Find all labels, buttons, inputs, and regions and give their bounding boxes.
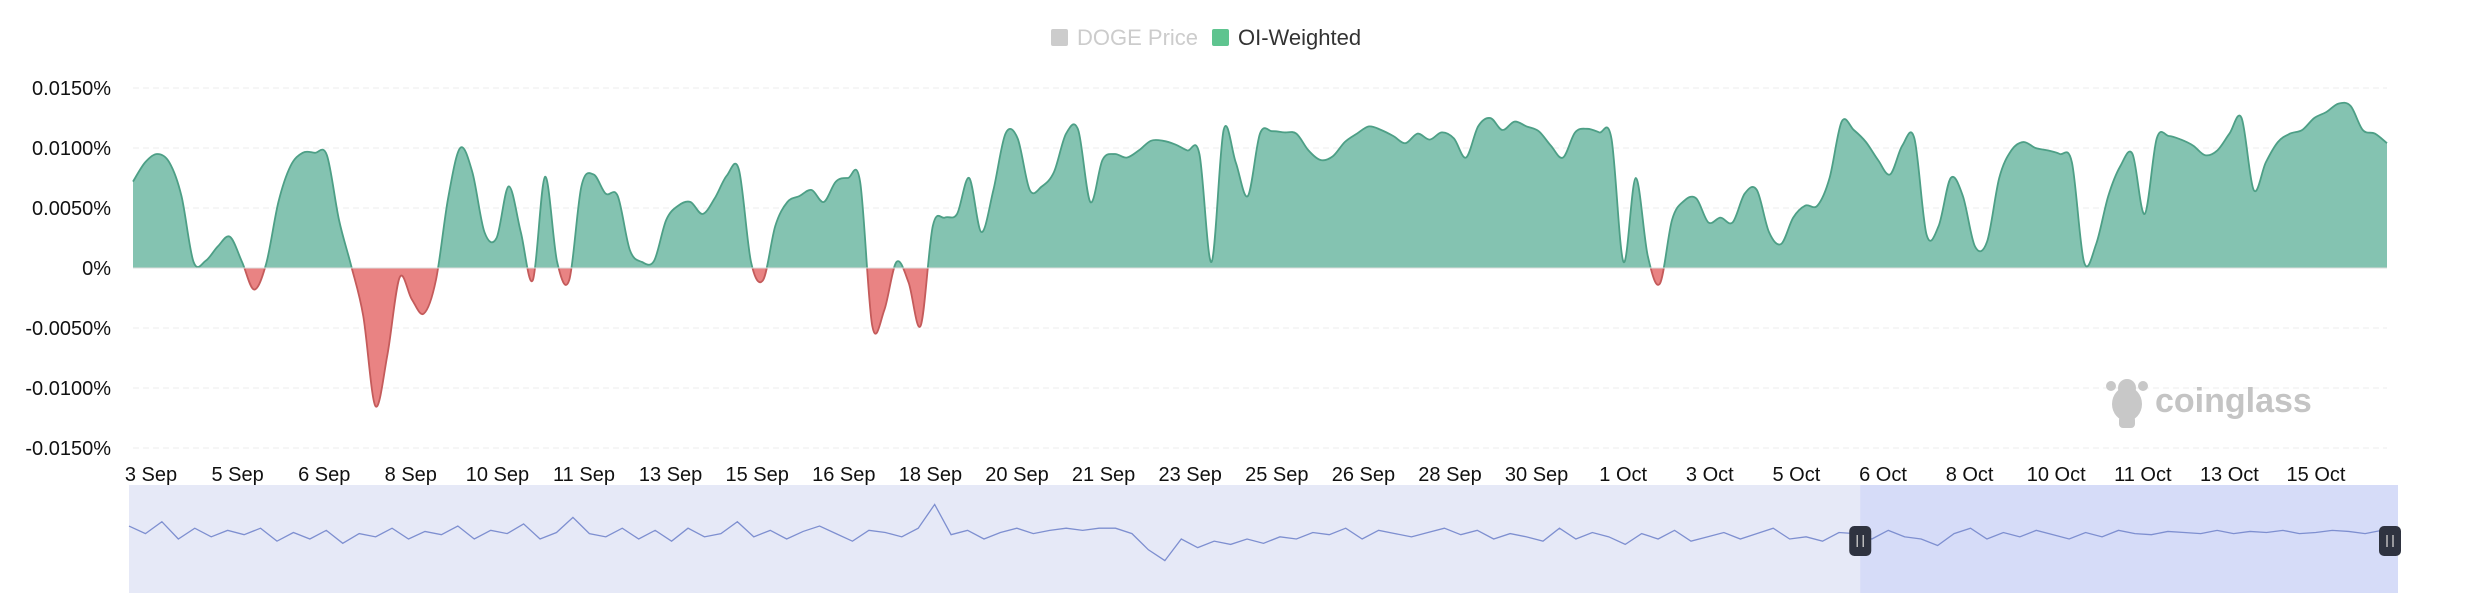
x-tick-label: 30 Sep	[1505, 464, 1568, 486]
x-tick-label: 1 Oct	[1599, 464, 1647, 486]
x-tick-label: 23 Sep	[1159, 464, 1222, 486]
x-tick-label: 3 Oct	[1686, 464, 1734, 486]
y-tick-label: 0.0100%	[32, 138, 111, 160]
x-tick-label: 5 Oct	[1773, 464, 1821, 486]
x-tick-label: 21 Sep	[1072, 464, 1135, 486]
x-tick-label: 3 Sep	[125, 464, 177, 486]
x-tick-label: 28 Sep	[1418, 464, 1481, 486]
y-tick-label: -0.0150%	[25, 438, 111, 460]
series-positive	[132, 101, 2388, 268]
y-tick-label: 0.0150%	[32, 78, 111, 100]
watermark-text: coinglass	[2155, 382, 2312, 420]
legend-swatch-doge-price	[1051, 29, 1068, 46]
y-tick-label: -0.0100%	[25, 378, 111, 400]
x-tick-label: 6 Sep	[298, 464, 350, 486]
x-tick-label: 16 Sep	[812, 464, 875, 486]
x-tick-label: 11 Sep	[553, 464, 615, 486]
watermark: coinglass	[2106, 379, 2312, 428]
x-tick-label: 10 Oct	[2027, 464, 2086, 486]
y-tick-label: -0.0050%	[25, 318, 111, 340]
x-tick-label: 8 Oct	[1946, 464, 1994, 486]
navigator-handle-right[interactable]	[2379, 526, 2401, 556]
x-tick-label: 25 Sep	[1245, 464, 1308, 486]
x-tick-label: 15 Oct	[2287, 464, 2346, 486]
coinglass-logo-icon	[2106, 379, 2148, 428]
x-tick-label: 5 Sep	[211, 464, 263, 486]
x-tick-label: 18 Sep	[899, 464, 962, 486]
series-negative	[133, 268, 2387, 408]
area-positive	[133, 102, 2387, 268]
legend-item-oi-weighted[interactable]: OI-Weighted	[1212, 25, 1361, 50]
legend-label-oi-weighted: OI-Weighted	[1238, 25, 1361, 50]
area-negative	[133, 268, 2387, 407]
x-tick-label: 8 Sep	[385, 464, 437, 486]
line-positive	[132, 101, 2388, 268]
x-tick-label: 11 Oct	[2114, 464, 2172, 486]
navigator-handle-left[interactable]	[1849, 526, 1872, 556]
navigator[interactable]	[128, 485, 2401, 593]
plot-area	[132, 101, 2388, 408]
y-tick-label: 0%	[82, 258, 111, 280]
x-tick-label: 6 Oct	[1859, 464, 1907, 486]
x-tick-label: 26 Sep	[1332, 464, 1395, 486]
legend-item-doge-price[interactable]: DOGE Price	[1051, 25, 1198, 50]
legend-swatch-oi-weighted	[1212, 29, 1229, 46]
navigator-selection[interactable]	[1860, 485, 2398, 593]
x-tick-label: 15 Sep	[726, 464, 789, 486]
y-axis: 0.0150% 0.0100% 0.0050% 0% -0.0050% -0.0100% -…	[25, 78, 111, 460]
y-tick-label: 0.0050%	[32, 198, 111, 220]
x-axis: 3 Sep 5 Sep 6 Sep 8 Sep 10 Sep 11 Sep 13 Sep 15…	[125, 464, 2346, 486]
navigator-line	[128, 503, 2399, 562]
x-tick-label: 13 Sep	[639, 464, 702, 486]
x-tick-label: 13 Oct	[2200, 464, 2259, 486]
x-tick-label: 20 Sep	[985, 464, 1048, 486]
legend: DOGE Price OI-Weighted	[1051, 25, 1361, 50]
legend-label-doge-price: DOGE Price	[1077, 25, 1198, 50]
x-tick-label: 10 Sep	[466, 464, 529, 486]
